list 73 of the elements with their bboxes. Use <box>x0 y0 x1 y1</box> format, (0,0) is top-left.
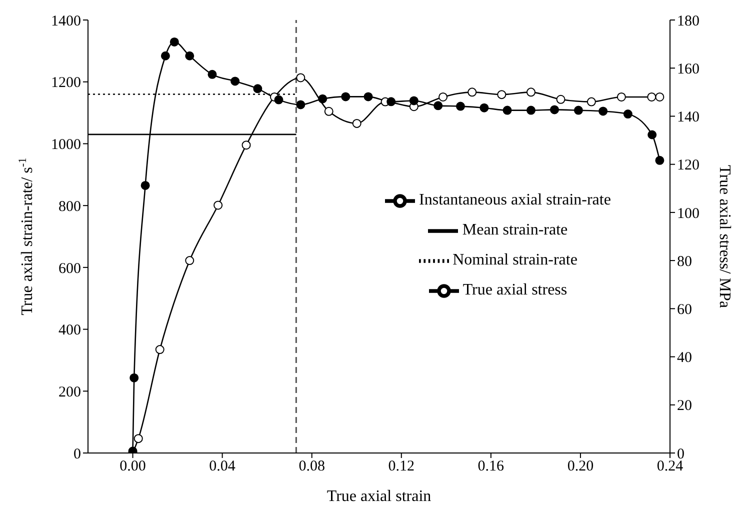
point <box>324 106 334 116</box>
x-tick-label: 0.12 <box>388 458 415 475</box>
point <box>170 37 179 46</box>
legend-label: Nominal strain-rate <box>452 252 578 269</box>
point <box>623 110 632 119</box>
x-axis-title: True axial strain <box>326 488 432 505</box>
point <box>647 92 656 102</box>
point <box>556 94 566 104</box>
x-tick-label: 0.16 <box>478 458 505 475</box>
point <box>574 106 583 115</box>
point <box>480 103 489 112</box>
point <box>185 51 194 60</box>
point <box>598 106 608 116</box>
legend-label: True axial stress <box>462 282 568 299</box>
point <box>352 118 362 128</box>
point <box>502 106 512 115</box>
x-tick-label: 0.08 <box>298 458 325 475</box>
point <box>230 76 240 86</box>
y-tick-label: 1000 <box>51 137 81 154</box>
point <box>648 130 657 140</box>
y2-tick-label: 20 <box>677 398 692 414</box>
point <box>616 92 626 102</box>
point <box>160 51 170 60</box>
point <box>497 90 506 100</box>
point <box>655 92 664 102</box>
y2-tick-label: 100 <box>677 206 700 222</box>
legend-label: Mean strain-rate <box>462 222 568 239</box>
point <box>140 180 150 190</box>
x-tick-label: 0.04 <box>209 458 236 475</box>
point <box>586 97 596 106</box>
point <box>296 73 306 82</box>
point <box>274 95 284 104</box>
x-tick-label: 0.20 <box>567 458 594 475</box>
y2-tick-label: 40 <box>677 350 692 366</box>
point <box>550 105 559 114</box>
point <box>134 434 143 444</box>
y-tick-label: 600 <box>58 260 81 277</box>
y2-tick-label: 180 <box>677 13 700 30</box>
point <box>318 94 328 104</box>
y-tick-label: 1400 <box>51 13 81 30</box>
point <box>526 88 536 97</box>
point <box>208 70 217 79</box>
y-tick-label: 0 <box>74 446 81 462</box>
y-tick-label: 800 <box>58 198 81 215</box>
y2-tick-label: 60 <box>677 302 692 318</box>
point <box>655 156 664 165</box>
x-tick-label: 0.24 <box>656 458 684 475</box>
point <box>341 92 350 102</box>
x-tick-label: 0.00 <box>120 458 146 475</box>
point <box>155 345 164 354</box>
y2-tick-label: 120 <box>677 158 700 174</box>
point <box>526 106 536 115</box>
point <box>296 100 306 110</box>
point <box>409 96 418 106</box>
point <box>253 84 262 94</box>
y2-tick-label: 160 <box>677 61 700 78</box>
y2-tick-label: 80 <box>677 254 692 270</box>
point <box>456 102 465 111</box>
y2-tick-label: 140 <box>677 110 700 126</box>
point <box>468 88 477 97</box>
point <box>434 101 443 110</box>
y-tick-label: 1200 <box>51 75 81 92</box>
point <box>242 140 251 150</box>
point <box>364 92 373 102</box>
y-tick-label: 400 <box>58 322 81 339</box>
point <box>438 92 448 102</box>
point <box>214 200 223 210</box>
y-tick-label: 200 <box>58 384 81 400</box>
point <box>386 97 396 106</box>
point <box>185 256 194 266</box>
legend-label: Instantaneous axial strain-rate <box>419 192 611 209</box>
y2-axis-title: True axial stress/ MPa <box>716 165 733 308</box>
point <box>130 373 139 382</box>
